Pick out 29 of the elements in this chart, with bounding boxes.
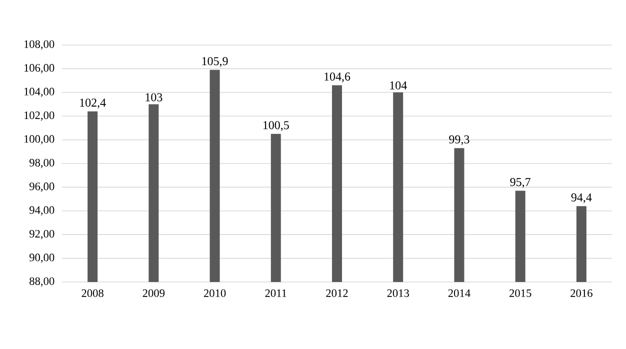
data-label: 102,4 [80, 98, 106, 108]
x-tick-label: 2016 [570, 289, 592, 298]
data-label: 103 [146, 93, 162, 102]
y-tick-label: 88,00 [30, 277, 54, 287]
x-tick-label: 2010 [204, 289, 226, 298]
y-tick-label: 108,00 [24, 40, 54, 50]
y-tick-label: 100,00 [24, 135, 54, 144]
x-tick-label: 2014 [448, 289, 470, 298]
y-tick-label: 90,00 [29, 254, 54, 263]
y-tick-label: 102,00 [24, 111, 54, 121]
data-label: 100,5 [263, 121, 289, 131]
data-label: 95,7 [510, 178, 530, 188]
y-tick-label: 92,00 [29, 230, 54, 240]
x-tick-label: 2012 [326, 289, 348, 298]
data-label: 94,4 [571, 193, 592, 204]
y-tick-label: 98,00 [29, 158, 54, 168]
x-tick-label: 2013 [387, 289, 409, 298]
data-label: 105,9 [202, 57, 228, 67]
y-tick-label: 94,00 [29, 206, 54, 216]
data-label: 99,3 [449, 135, 470, 146]
data-label: 104 [390, 81, 407, 90]
x-tick-label: 2015 [509, 289, 532, 298]
y-tick-label: 104,00 [24, 88, 54, 98]
data-label: 104,6 [324, 72, 350, 82]
x-tick-label: 2009 [142, 289, 165, 298]
y-tick-label: 106,00 [24, 64, 54, 74]
y-tick-label: 96,00 [29, 182, 54, 192]
x-tick-label: 2008 [82, 289, 104, 298]
x-tick-label: 2011 [265, 289, 286, 298]
